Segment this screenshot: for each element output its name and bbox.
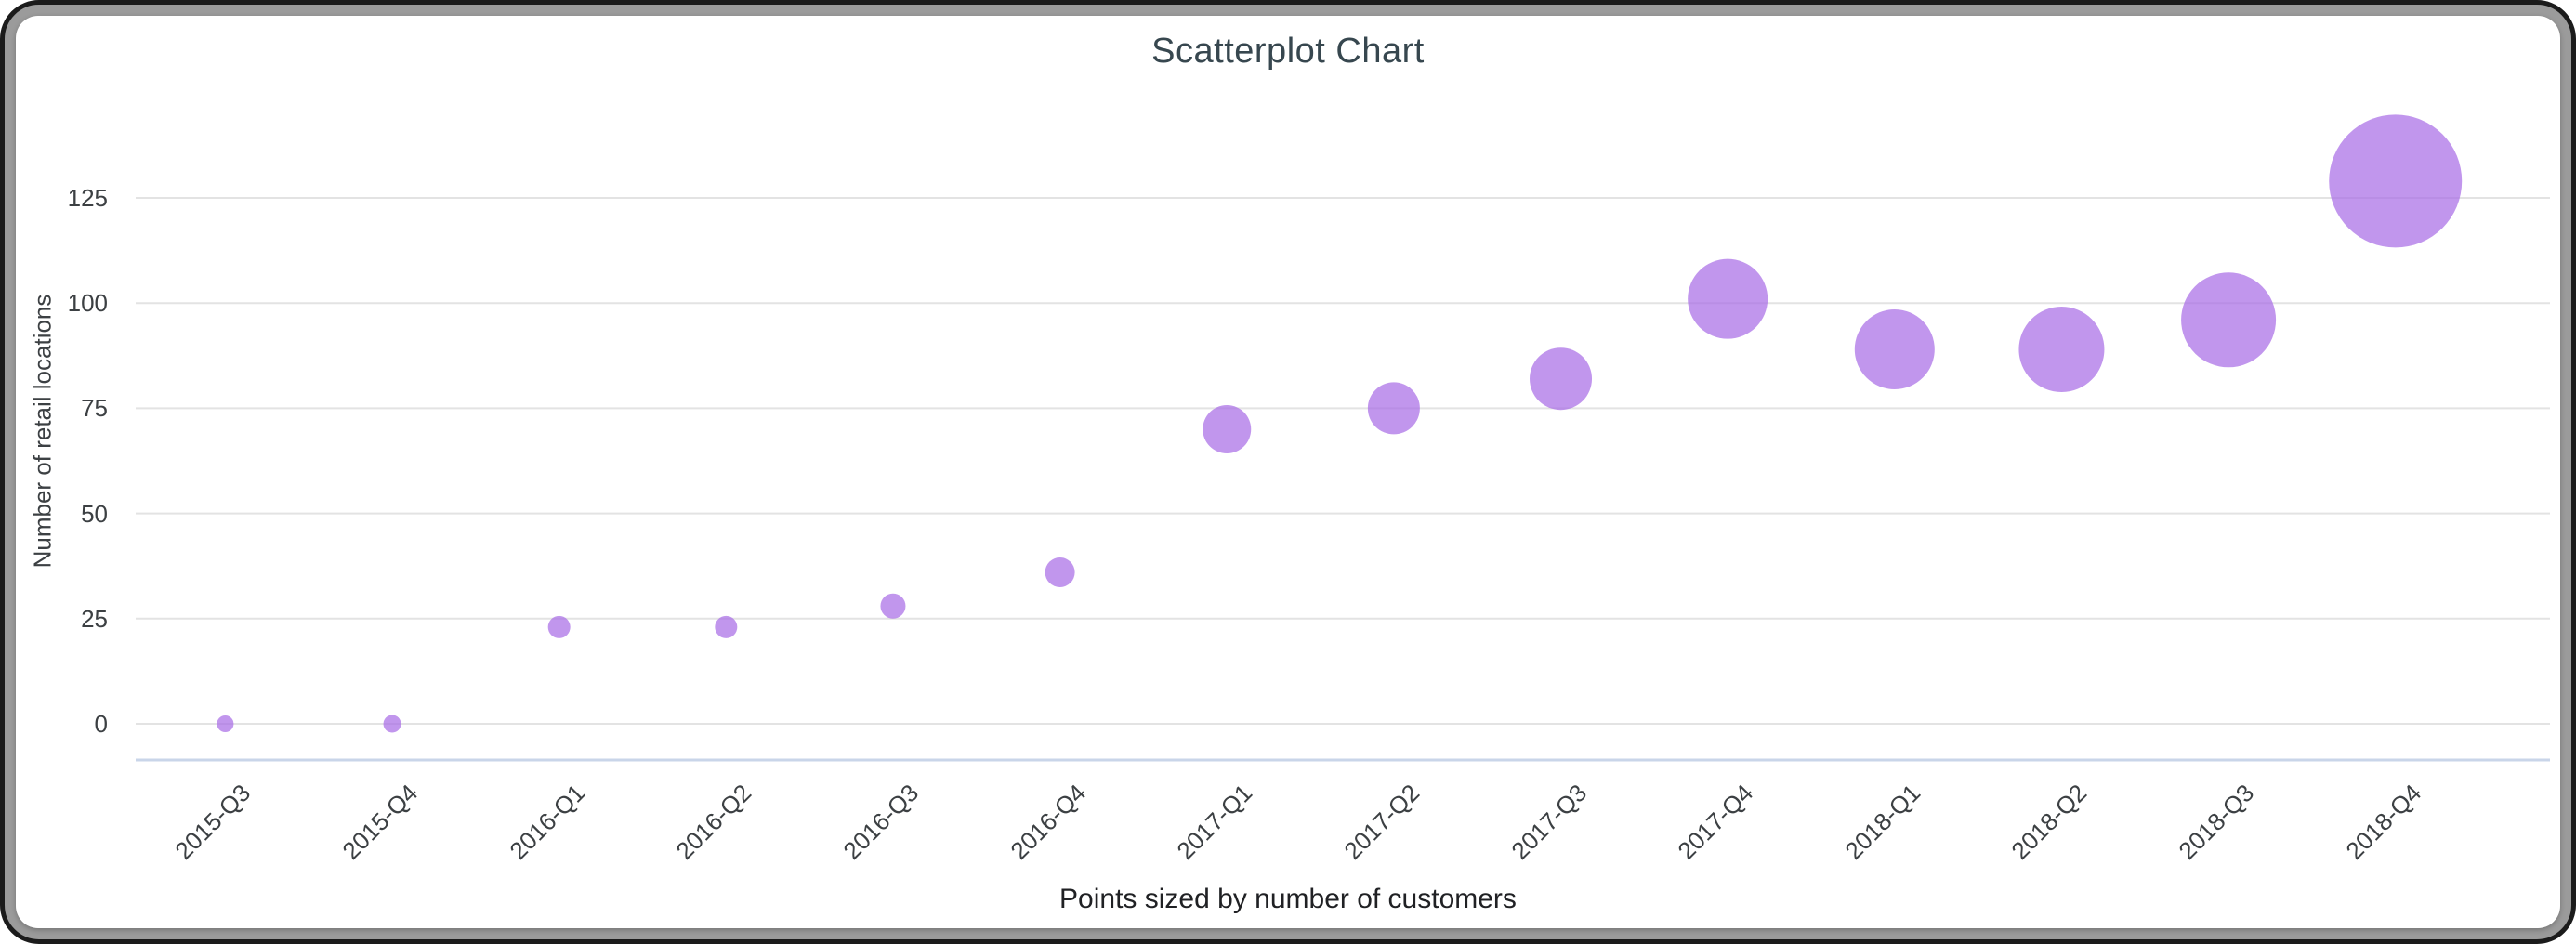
chart-caption: Points sized by number of customers	[1059, 884, 1517, 914]
y-tick-label-75: 75	[81, 394, 108, 423]
data-point-2016-Q1[interactable]	[547, 615, 571, 638]
data-point-2017-Q1[interactable]	[1203, 405, 1252, 454]
data-point-2016-Q4[interactable]	[1045, 557, 1075, 587]
data-point-2017-Q2[interactable]	[1367, 382, 1420, 435]
data-point-2018-Q2[interactable]	[2018, 307, 2105, 393]
y-tick-label-50: 50	[81, 499, 108, 528]
data-point-2016-Q2[interactable]	[715, 615, 738, 638]
data-point-2017-Q4[interactable]	[1688, 258, 1768, 339]
y-tick-label-0: 0	[94, 710, 108, 738]
y-tick-label-25: 25	[81, 604, 108, 633]
chart-card	[16, 16, 2560, 928]
data-point-2016-Q3[interactable]	[880, 593, 906, 619]
chart-title: Scatterplot Chart	[1151, 32, 1425, 71]
data-point-2015-Q3[interactable]	[217, 715, 234, 732]
data-point-2018-Q3[interactable]	[2181, 272, 2277, 368]
data-point-2018-Q4[interactable]	[2329, 114, 2463, 248]
data-point-2017-Q3[interactable]	[1530, 347, 1593, 411]
data-point-2018-Q1[interactable]	[1854, 309, 1935, 390]
y-tick-label-100: 100	[67, 289, 108, 318]
data-point-2015-Q4[interactable]	[383, 715, 401, 733]
y-tick-label-125: 125	[67, 184, 108, 212]
